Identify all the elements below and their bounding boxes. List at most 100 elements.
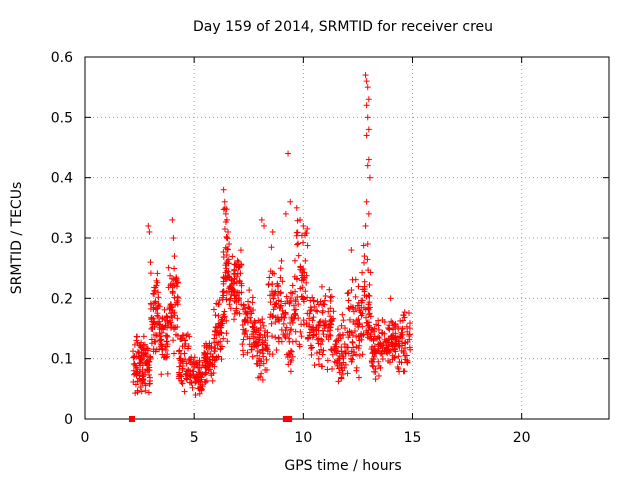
data-point — [220, 254, 227, 261]
data-point — [162, 354, 169, 361]
data-point — [269, 351, 276, 358]
y-axis-label: SRMTID / TECUs — [9, 182, 25, 295]
data-point — [277, 303, 284, 310]
data-point — [365, 210, 372, 217]
data-point — [146, 380, 153, 387]
data-point — [366, 174, 373, 181]
data-point — [220, 186, 227, 193]
data-point — [155, 289, 162, 296]
data-point — [381, 319, 388, 326]
data-point — [173, 274, 180, 281]
data-point — [391, 354, 398, 361]
data-point — [193, 378, 200, 385]
data-point — [252, 329, 259, 336]
data-point — [237, 270, 244, 277]
data-point — [329, 365, 336, 372]
data-point — [198, 385, 205, 392]
data-point — [379, 350, 386, 357]
data-point — [221, 313, 228, 320]
data-point — [371, 343, 378, 350]
data-point — [297, 264, 304, 271]
data-point — [375, 345, 382, 352]
data-point — [140, 371, 147, 378]
data-point — [267, 311, 274, 318]
data-point — [318, 301, 325, 308]
data-point — [353, 343, 360, 350]
data-point — [375, 322, 382, 329]
data-point — [364, 241, 371, 248]
data-point — [352, 306, 359, 313]
data-point — [211, 331, 218, 338]
data-point — [282, 334, 289, 341]
data-point — [313, 350, 320, 357]
data-point — [270, 306, 277, 313]
data-point — [168, 310, 175, 317]
data-point — [236, 277, 243, 284]
zero-marker — [282, 416, 289, 422]
data-point — [348, 287, 355, 294]
data-point — [223, 206, 230, 213]
data-point — [319, 338, 326, 345]
data-point — [156, 318, 163, 325]
data-point — [151, 284, 158, 291]
data-point — [225, 228, 232, 235]
data-point — [180, 332, 187, 339]
data-point — [323, 321, 330, 328]
data-point — [235, 296, 242, 303]
data-point — [405, 310, 412, 317]
data-point — [222, 210, 229, 217]
data-point — [158, 325, 165, 332]
data-point — [304, 335, 311, 342]
data-point — [267, 292, 274, 299]
data-point — [396, 338, 403, 345]
data-point — [189, 368, 196, 375]
data-point — [231, 297, 238, 304]
data-point — [280, 320, 287, 327]
data-point — [352, 327, 359, 334]
data-point — [396, 368, 403, 375]
data-point — [225, 268, 232, 275]
data-point — [331, 343, 338, 350]
data-point — [234, 257, 241, 264]
data-point — [365, 301, 372, 308]
data-point — [300, 222, 307, 229]
data-point — [206, 362, 213, 369]
data-point — [401, 340, 408, 347]
data-point — [132, 362, 139, 369]
data-point — [298, 293, 305, 300]
data-point — [271, 270, 278, 277]
y-tick-label: 0.5 — [51, 110, 73, 126]
data-point — [295, 252, 302, 259]
data-point — [269, 281, 276, 288]
data-point — [308, 351, 315, 358]
data-point — [395, 353, 402, 360]
x-tick-label: 5 — [190, 430, 199, 446]
data-point — [203, 358, 210, 365]
data-point — [254, 352, 261, 359]
data-point — [368, 346, 375, 353]
data-point — [132, 390, 139, 397]
data-point — [243, 311, 250, 318]
data-point — [365, 96, 372, 103]
data-point — [156, 329, 163, 336]
data-point — [190, 371, 197, 378]
data-point — [147, 300, 154, 307]
data-point — [161, 306, 168, 313]
data-point — [285, 361, 292, 368]
data-point — [293, 338, 300, 345]
data-point — [293, 204, 300, 211]
data-point — [163, 338, 170, 345]
data-point — [152, 298, 159, 305]
data-point — [290, 302, 297, 309]
data-point — [359, 323, 366, 330]
data-point — [209, 377, 216, 384]
data-point — [252, 340, 259, 347]
zero-marker — [286, 416, 293, 422]
data-point — [137, 384, 144, 391]
data-point — [142, 350, 149, 357]
data-point — [138, 377, 145, 384]
data-point — [191, 363, 198, 370]
data-point — [169, 275, 176, 282]
data-point — [264, 346, 271, 353]
data-point — [360, 331, 367, 338]
